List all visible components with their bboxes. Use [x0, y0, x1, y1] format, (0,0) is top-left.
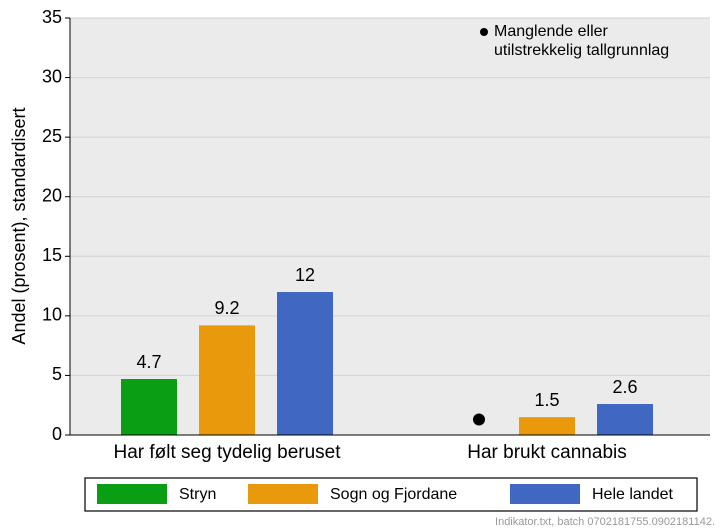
- y-tick-label: 15: [42, 245, 62, 265]
- bar: [199, 325, 255, 435]
- value-label: 12: [295, 265, 315, 285]
- y-tick-label: 30: [42, 66, 62, 86]
- value-label: 1.5: [534, 390, 559, 410]
- annotation-line: utilstrekkelig tallgrunnlag: [494, 42, 669, 59]
- legend-label: Stryn: [179, 486, 216, 503]
- plot-background: [70, 18, 710, 435]
- bar: [121, 379, 177, 435]
- y-axis-label: Andel (prosent), standardisert: [9, 107, 29, 344]
- legend-box: [84, 477, 698, 512]
- legend-swatch: [248, 484, 318, 504]
- legend-swatch: [97, 484, 167, 504]
- y-tick-label: 20: [42, 185, 62, 205]
- annotation-line: Manglende eller: [494, 23, 609, 40]
- bar: [597, 404, 653, 435]
- value-label: 4.7: [136, 352, 161, 372]
- x-tick-label: Har brukt cannabis: [467, 442, 626, 463]
- y-tick-label: 25: [42, 126, 62, 146]
- legend-label: Sogn og Fjordane: [330, 486, 457, 503]
- y-tick-label: 0: [52, 424, 62, 444]
- missing-marker: [473, 413, 485, 426]
- x-tick-label: Har følt seg tydelig beruset: [113, 442, 341, 463]
- y-tick-label: 10: [42, 305, 62, 325]
- legend-swatch: [510, 484, 580, 504]
- y-tick-label: 35: [42, 7, 62, 27]
- value-label: 2.6: [612, 377, 637, 397]
- footer: Indikator.txt, batch 0702181755.09021811…: [495, 516, 715, 528]
- bar: [277, 292, 333, 435]
- y-tick-label: 5: [52, 364, 62, 384]
- legend-label: Hele landet: [592, 486, 674, 503]
- annotation-bullet: [480, 28, 488, 36]
- value-label: 9.2: [214, 298, 239, 318]
- bar: [519, 417, 575, 435]
